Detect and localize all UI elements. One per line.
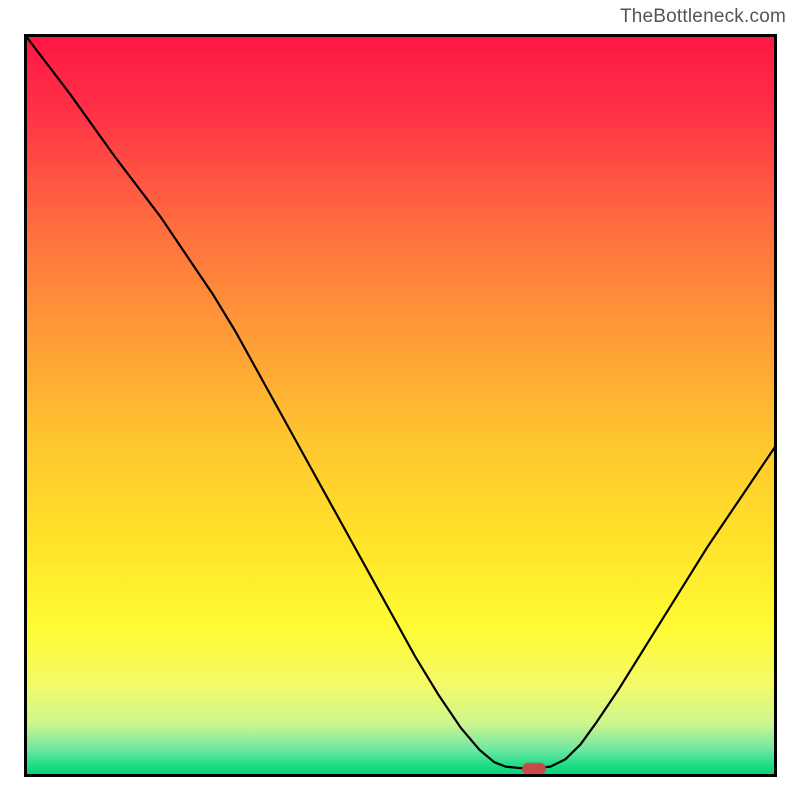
watermark-text: TheBottleneck.com (620, 6, 786, 28)
chart-container: TheBottleneck.com (0, 0, 800, 800)
bottleneck-chart (0, 0, 800, 800)
optimal-marker (522, 763, 546, 775)
gradient-background (26, 36, 776, 776)
